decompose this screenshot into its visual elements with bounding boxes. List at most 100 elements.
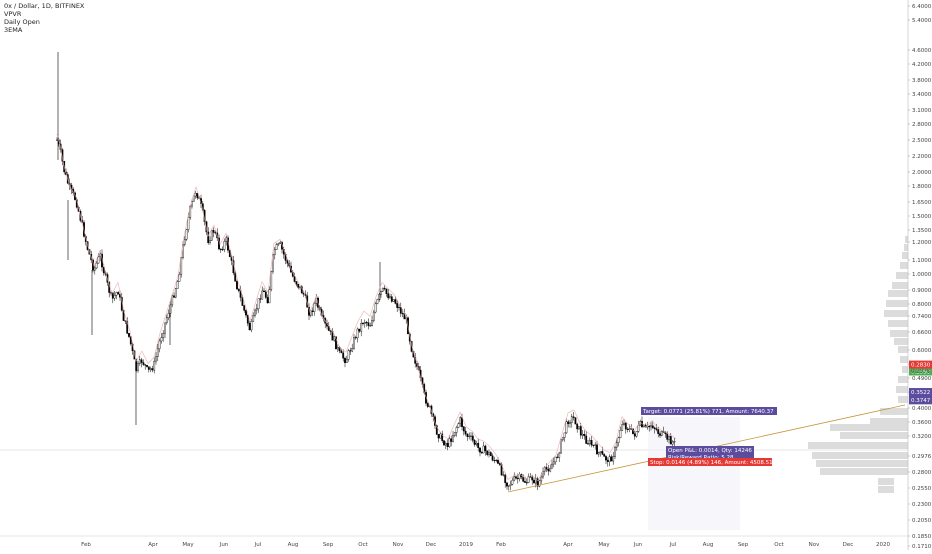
candle-body (452, 435, 454, 442)
candle-body (527, 476, 530, 483)
candle-body (567, 421, 570, 424)
candle-body (153, 360, 156, 371)
y-tick-label: 6.4000 (912, 4, 932, 10)
candle-body (219, 248, 222, 250)
projection-box (648, 417, 740, 530)
candle-body (99, 253, 102, 258)
volume-profile-bar (890, 330, 908, 337)
price-tag (909, 388, 932, 397)
candle-body (610, 456, 613, 462)
candle-body (273, 249, 276, 255)
candle-body (455, 427, 458, 433)
time-axis[interactable]: Feb Apr May Jun Jul Aug Sep Oct Nov Dec 2019 Feb Apr… (0, 535, 908, 548)
candle-body (648, 425, 651, 428)
price-tag-label: 0.3747 (911, 398, 931, 404)
candle-body (102, 266, 105, 274)
candle-body (470, 435, 472, 437)
candles (56, 52, 676, 491)
candle-body (275, 244, 278, 250)
candle-body (140, 359, 143, 363)
candle-body (635, 431, 638, 437)
candle-body (466, 433, 469, 437)
candle-body (603, 454, 606, 457)
y-tick-label: 0.2976 (912, 454, 932, 460)
candle-body (335, 336, 337, 350)
volume-profile-bar (884, 310, 908, 317)
x-tick-label: Feb (496, 542, 506, 548)
candle-body (228, 250, 231, 257)
candle-body (124, 320, 127, 322)
candle-body (279, 242, 282, 244)
open-pl-annotation-box[interactable] (666, 446, 754, 454)
stop-annotation-label: Stop: 0.0146 (4.89%) 146, Amount: 4508.5… (650, 460, 773, 466)
candle-body (551, 463, 553, 469)
y-tick-label: 1.3500 (912, 228, 932, 234)
candle-body (392, 299, 395, 302)
candle-body (255, 308, 258, 311)
candle-body (147, 366, 150, 370)
volume-profile-bar (840, 432, 908, 439)
stop-annotation-box[interactable] (648, 458, 772, 466)
y-tick-label: 0.1850 (912, 534, 932, 540)
annotations: Target: 0.0771 (25.81%) 771, Amount: 764… (641, 407, 777, 466)
candle-body (313, 303, 316, 312)
candle-body (192, 195, 195, 202)
y-tick-label: 1.5000 (912, 214, 932, 220)
volume-profile-bar (880, 408, 908, 415)
candle-body (592, 444, 595, 446)
candle-body (385, 288, 388, 294)
candle-body (619, 430, 622, 438)
candle-body (311, 310, 314, 312)
x-tick-label: Dec (843, 542, 854, 548)
candle-body (482, 445, 485, 454)
candle-body (554, 456, 557, 463)
candle-body (356, 328, 359, 339)
candle-body (522, 476, 525, 482)
y-tick-label: 3.1000 (912, 108, 932, 114)
candle-body (493, 459, 496, 461)
candle-body (383, 287, 386, 290)
volume-profile-bar (870, 418, 908, 425)
volume-profile-bar (902, 366, 908, 373)
candle-body (344, 357, 346, 363)
candle-body (158, 340, 161, 350)
volume-profile-bar (878, 478, 894, 485)
indicator-daily-open[interactable]: Daily Open (4, 18, 40, 26)
candle-body (497, 460, 499, 464)
y-tick-label: 0.2550 (912, 486, 932, 492)
candle-body (246, 314, 249, 324)
y-tick-label: 2.8000 (912, 122, 932, 128)
candle-body (545, 467, 548, 470)
candle-body (394, 299, 397, 304)
y-tick-label: 1.8000 (912, 184, 932, 190)
candle-body (504, 474, 507, 484)
candle-body (329, 330, 332, 332)
volume-profile-bar (898, 346, 908, 353)
candle-body (606, 459, 609, 462)
candle-body (615, 442, 618, 448)
candle-body (578, 426, 580, 430)
target-annotation-box[interactable] (641, 407, 777, 415)
candle-body (128, 333, 130, 337)
volume-profile-bar (830, 424, 908, 431)
candle-body (583, 434, 586, 437)
ema-line (56, 133, 677, 482)
candle-body (268, 289, 271, 304)
candle-body (576, 423, 579, 430)
candle-body (588, 440, 591, 444)
y-tick-label: 1.0000 (912, 272, 932, 278)
indicator-vpvr[interactable]: VPVR (4, 10, 22, 18)
risk-reward-annotation-box[interactable] (666, 453, 754, 461)
candle-body (309, 310, 312, 316)
indicator-3ema[interactable]: 3EMA (4, 26, 23, 34)
x-tick-label: Jul (669, 542, 677, 548)
price-axis[interactable]: 6.4000 5.4000 4.6000 4.2000 3.8000 3.4000 3.10… (907, 0, 932, 550)
candle-body (254, 309, 256, 316)
volume-profile-bar (812, 452, 908, 459)
candle-body (225, 237, 228, 242)
candle-body (659, 433, 661, 436)
candle-body (570, 416, 573, 423)
candle-body (149, 368, 152, 370)
volume-profile-bar (894, 338, 908, 345)
